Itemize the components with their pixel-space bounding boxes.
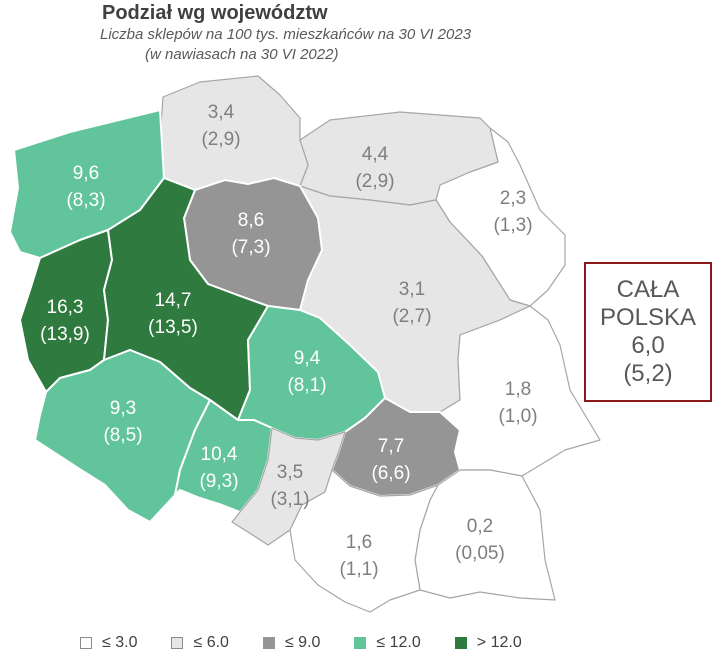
map-title: Podział wg województw [102, 2, 328, 24]
region-value-label: 8,6 [238, 210, 264, 231]
legend-item: ≤ 12.0 [354, 634, 421, 652]
region-prev-label: (9,3) [199, 471, 238, 492]
map-subtitle: Liczba sklepów na 100 tys. mieszkańców n… [100, 26, 472, 43]
region-prev-label: (13,9) [40, 324, 90, 345]
region-prev-label: (7,3) [231, 237, 270, 258]
region-value-label: 4,4 [362, 144, 389, 165]
map-subtitle-note: (w nawiasach na 30 VI 2022) [145, 46, 339, 63]
region-prev-label: (8,1) [287, 375, 326, 396]
region-value-label: 3,5 [277, 462, 303, 483]
region-value-label: 7,7 [378, 436, 404, 457]
region-value-label: 9,4 [294, 348, 321, 369]
region-labels: 9,6 (8,3) 3,4 (2,9) 4,4 (2,9) 2,3 (1,3) … [40, 102, 537, 580]
region-prev-label: (0,05) [455, 543, 505, 564]
region-value-label: 3,1 [399, 279, 425, 300]
region-value-label: 16,3 [47, 297, 84, 318]
legend-swatch [262, 637, 275, 649]
legend-swatch [454, 637, 467, 649]
total-label-line1: CAŁA [616, 276, 680, 303]
total-label-line2: POLSKA [599, 304, 697, 331]
legend-swatch [80, 637, 92, 649]
region-value-label: 1,6 [346, 532, 372, 553]
legend-label: ≤ 3.0 [102, 634, 138, 651]
region-value-label: 9,3 [110, 398, 136, 419]
legend-item: ≤ 9.0 [262, 634, 321, 652]
region-prev-label: (13,5) [148, 317, 198, 338]
legend-item: ≤ 3.0 [80, 634, 137, 652]
region-prev-label: (8,3) [66, 190, 105, 211]
region-prev-label: (2,9) [201, 129, 240, 150]
legend-label: ≤ 9.0 [284, 634, 321, 651]
region-value-label: 14,7 [155, 290, 192, 311]
legend-item: ≤ 6.0 [171, 634, 229, 652]
region-prev-label: (8,5) [103, 425, 142, 446]
region-value-label: 2,3 [500, 188, 526, 209]
legend-label: ≤ 12.0 [376, 634, 421, 651]
region-opolskie [174, 399, 273, 513]
region-prev-label: (1,1) [339, 559, 378, 580]
total-prev-value: (5,2) [623, 360, 673, 387]
region-prev-label: (2,7) [392, 306, 431, 327]
legend-label: ≤ 6.0 [193, 634, 229, 651]
region-value-label: 9,6 [73, 163, 99, 184]
region-prev-label: (6,6) [371, 463, 410, 484]
region-prev-label: (1,3) [493, 215, 532, 236]
total-value: 6,0 [631, 332, 665, 359]
region-value-label: 1,8 [505, 379, 531, 400]
region-value-label: 10,4 [201, 444, 238, 465]
region-prev-label: (3,1) [270, 489, 309, 510]
region-value-label: 3,4 [208, 102, 235, 123]
legend-item: > 12.0 [454, 634, 522, 652]
legend-label: > 12.0 [476, 634, 522, 651]
region-prev-label: (1,0) [498, 406, 537, 427]
region-malopolskie [289, 469, 439, 613]
legend-swatch [354, 637, 367, 649]
region-value-label: 0,2 [467, 516, 493, 537]
poland-total-box: CAŁA POLSKA 6,0 (5,2) [584, 262, 712, 402]
region-prev-label: (2,9) [355, 171, 394, 192]
legend-swatch [171, 637, 184, 649]
legend: ≤ 3.0 ≤ 6.0 ≤ 9.0 ≤ 12.0 > 12.0 [80, 634, 522, 652]
